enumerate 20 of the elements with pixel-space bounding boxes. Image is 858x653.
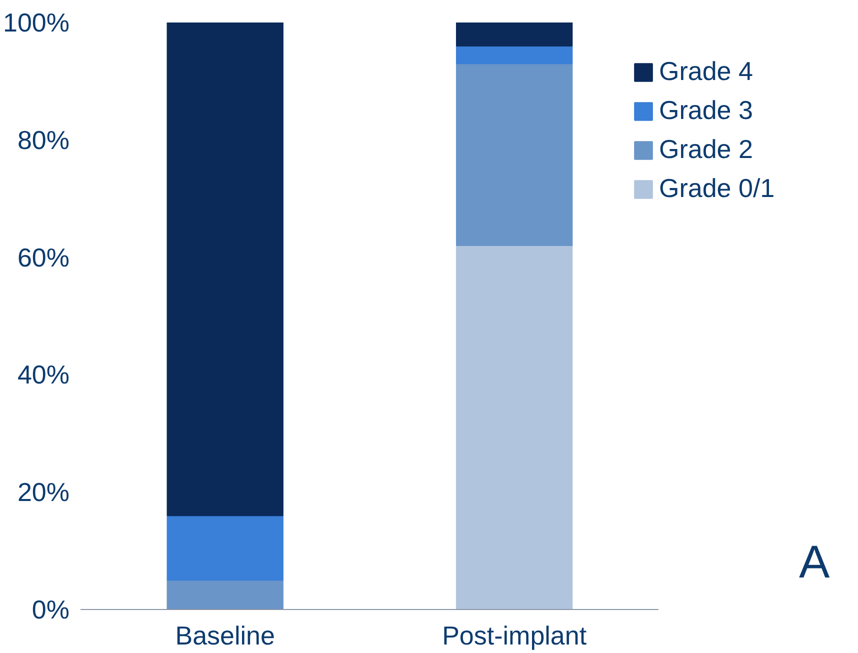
y-tick-label: 100% xyxy=(3,8,70,38)
bar xyxy=(456,245,573,610)
y-tick-label: 60% xyxy=(17,242,70,272)
bar xyxy=(456,22,573,46)
x-tick-label: Post-implant xyxy=(442,620,588,650)
text: A xyxy=(798,536,830,588)
bar xyxy=(166,22,284,516)
legend-label: Grade 4 xyxy=(659,56,753,87)
x-tick-label: Baseline xyxy=(175,620,275,650)
y-tick-label: 0% xyxy=(32,594,70,624)
y-tick-label: 40% xyxy=(17,360,70,390)
y-tick-label: 80% xyxy=(17,124,70,155)
bar xyxy=(456,45,573,64)
bar xyxy=(166,515,284,581)
bar xyxy=(456,63,573,246)
bar xyxy=(166,580,284,610)
legend-label: Grade 2 xyxy=(659,134,753,165)
y-tick-label: 20% xyxy=(17,477,70,508)
legend-label: Grade 3 xyxy=(659,95,753,126)
legend-label: Grade 0/1 xyxy=(659,173,775,204)
